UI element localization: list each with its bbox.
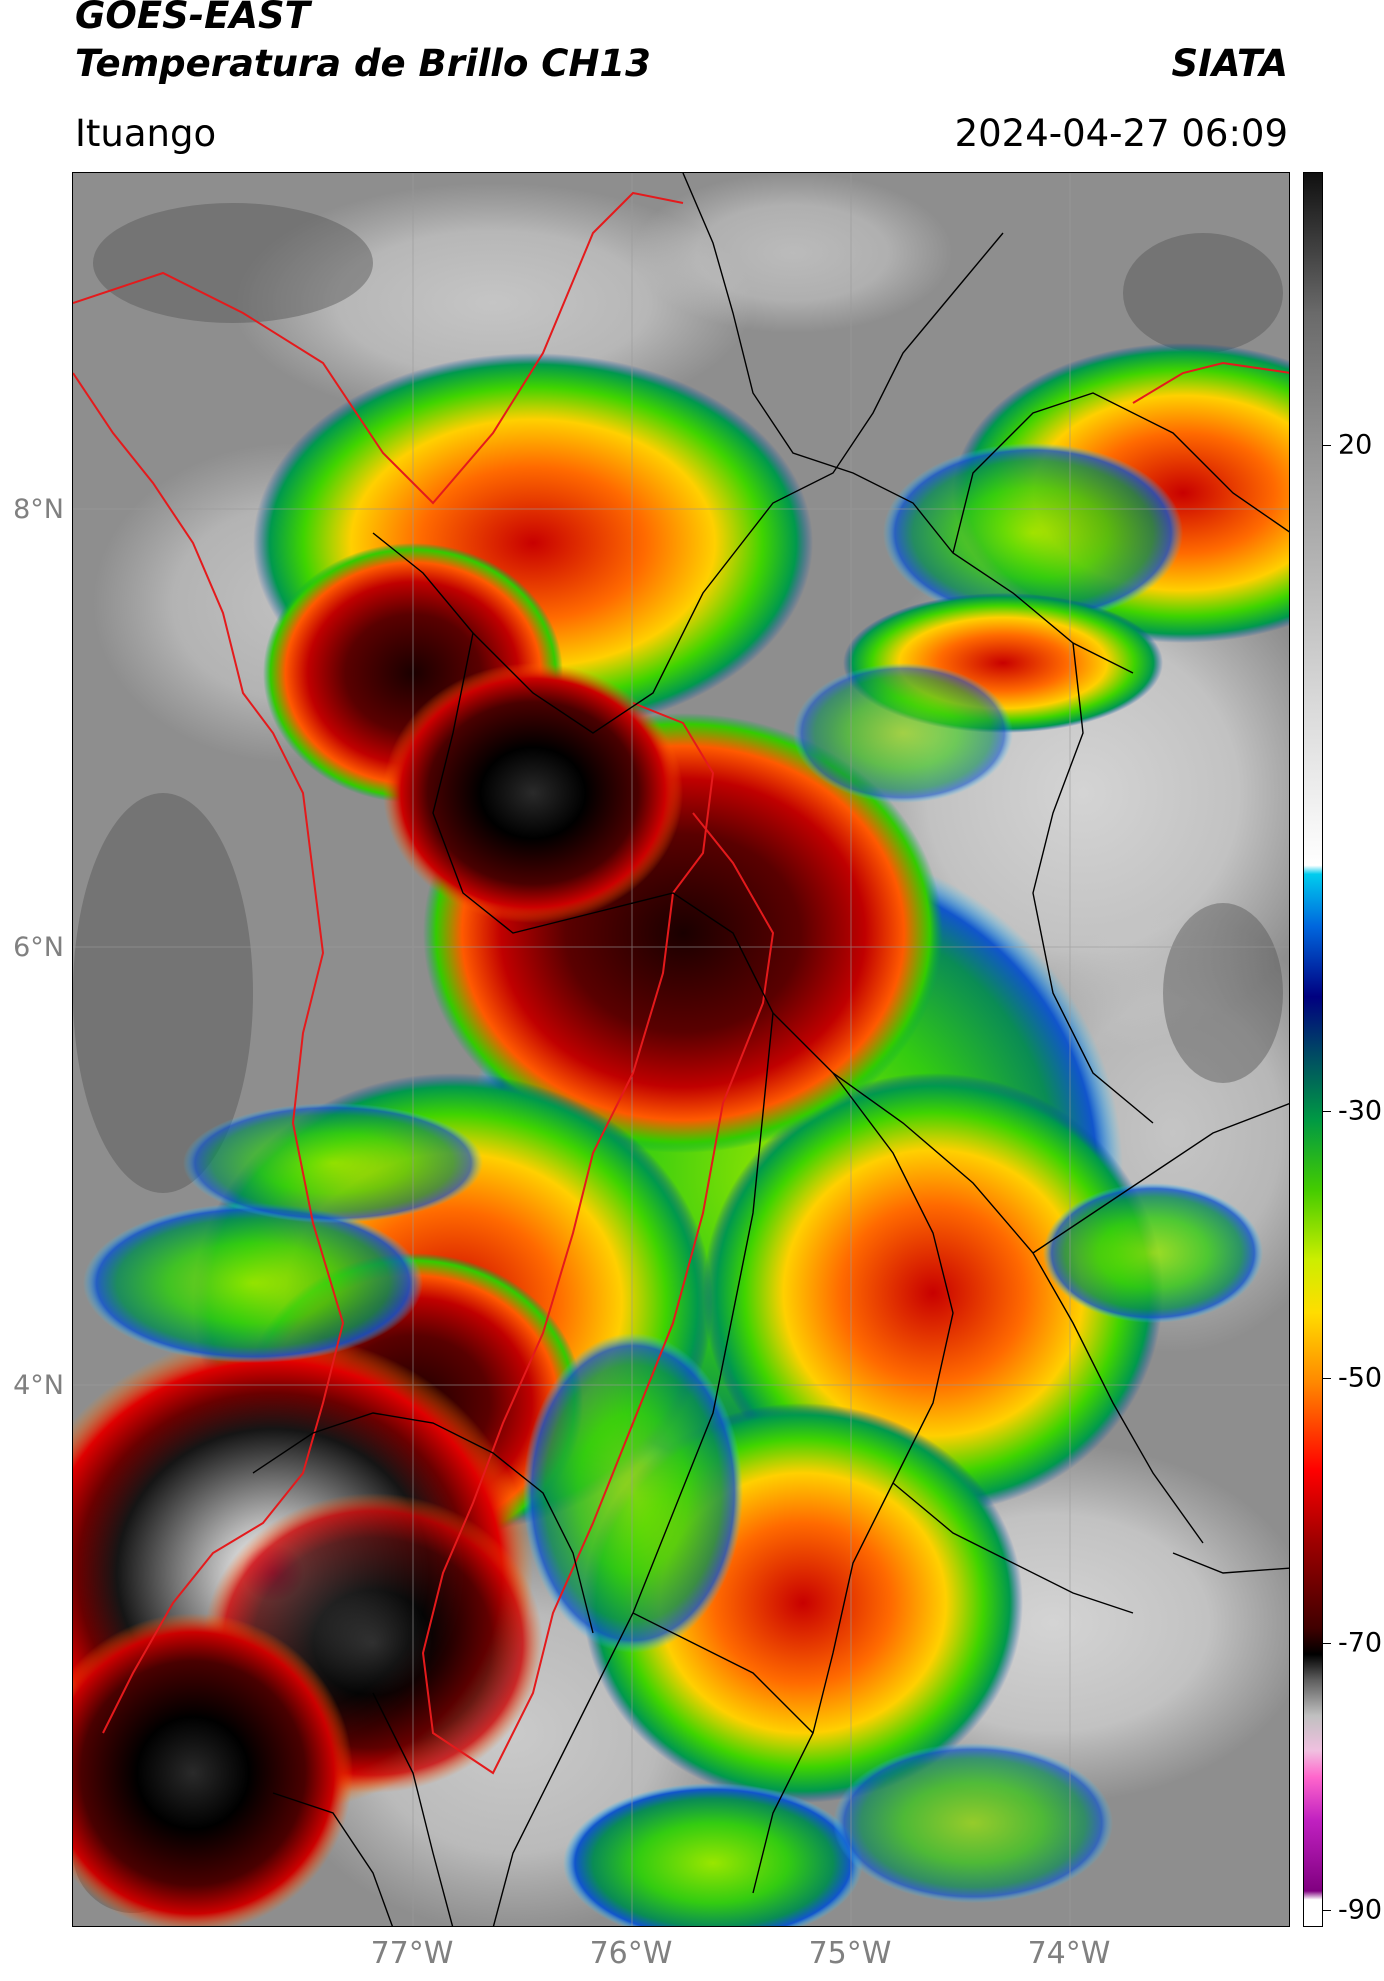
colorbar-label-minus-90: -90 <box>1338 1894 1383 1926</box>
colorbar-tick <box>1323 1910 1331 1911</box>
department-borders <box>252 173 1289 1926</box>
lon-label-74w: 74°W <box>1027 1936 1111 1971</box>
map-canvas <box>73 173 1289 1926</box>
international-borders <box>73 191 1289 1775</box>
colorbar-gradient <box>1304 173 1322 1926</box>
colorbar-label-minus-30: -30 <box>1338 1095 1383 1127</box>
graticule <box>73 173 1289 1926</box>
lat-label-4n: 4°N <box>13 1370 64 1401</box>
title-line-2: Temperatura de Brillo CH13 <box>75 42 651 85</box>
colorbar-label-minus-70: -70 <box>1338 1627 1383 1659</box>
colorbar-tick <box>1323 1111 1331 1112</box>
colorbar-tick <box>1323 1378 1331 1379</box>
lon-label-77w: 77°W <box>370 1936 454 1971</box>
brand-label: SIATA <box>1171 42 1288 85</box>
convective-cells <box>73 343 1289 1926</box>
title-line-1: GOES-EAST <box>75 0 310 37</box>
colorbar-tick <box>1323 445 1331 446</box>
colorbar-label-20: 20 <box>1338 429 1373 461</box>
timestamp-label: 2024-04-27 06:09 <box>954 112 1288 155</box>
colorbar-tick <box>1323 1643 1331 1644</box>
lat-label-6n: 6°N <box>13 932 64 963</box>
satellite-map[interactable] <box>72 172 1290 1927</box>
lon-label-75w: 75°W <box>808 1936 892 1971</box>
location-label: Ituango <box>75 112 217 155</box>
lon-label-76w: 76°W <box>589 1936 673 1971</box>
colorbar-label-minus-50: -50 <box>1338 1362 1383 1394</box>
lat-label-8n: 8°N <box>13 494 64 525</box>
colorbar <box>1303 172 1323 1927</box>
